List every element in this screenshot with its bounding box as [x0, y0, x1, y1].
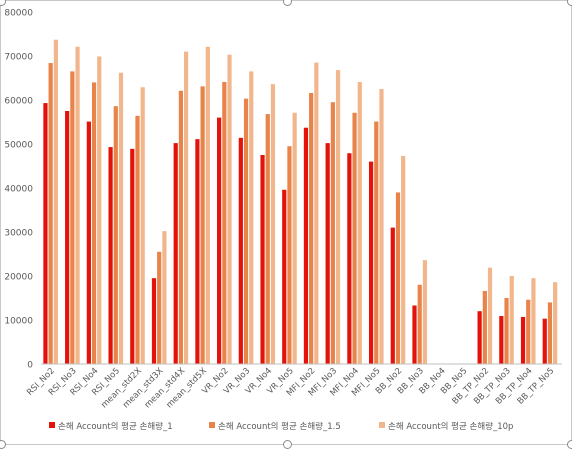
- bar-series-1: [477, 311, 482, 364]
- bar-series-2: [178, 90, 183, 364]
- bar-series-2: [330, 102, 335, 364]
- bar-series-2: [265, 114, 270, 364]
- y-tick-label: 10000: [4, 317, 33, 327]
- bar-series-2: [48, 63, 53, 364]
- bar-series-1: [303, 127, 309, 364]
- bar-series-1: [151, 278, 157, 364]
- y-tick-label: 70000: [4, 53, 33, 63]
- y-axis: 0 10000 20000 30000 40000 50000 60000 70000 8000…: [4, 9, 33, 371]
- bar-series-3: [162, 231, 167, 364]
- bar-series-1: [43, 103, 48, 364]
- bar-series-1: [520, 316, 526, 364]
- y-tick-label: 50000: [4, 141, 33, 151]
- legend-label-series-3: 손해 Account의 평균 손해량_10p: [388, 421, 513, 432]
- bar-series-1: [412, 305, 417, 364]
- x-axis: RSI_No2RSI_No3RSI_No4RSI_No5mean_std2Xme…: [25, 366, 556, 410]
- bar-series-3: [227, 54, 232, 365]
- bar-series-3: [553, 282, 558, 364]
- legend-swatch-series-2: [209, 422, 215, 428]
- bar-series-1: [173, 143, 178, 364]
- y-tick-label: 0: [27, 361, 33, 371]
- y-tick-label: 40000: [4, 185, 33, 195]
- bar-series-3: [140, 87, 145, 365]
- legend-label-series-1: 손해 Account의 평균 손해량_1: [58, 421, 173, 432]
- bar-series-3: [379, 89, 384, 364]
- y-tick-label: 20000: [4, 273, 33, 283]
- bar-series-1: [86, 121, 91, 364]
- legend: 손해 Account의 평균 손해량_1 손해 Account의 평균 손해량_1…: [49, 421, 513, 432]
- bar-series-2: [352, 112, 357, 364]
- y-tick-label: 80000: [4, 9, 33, 19]
- bar-series-1: [260, 155, 265, 364]
- bar-series-3: [314, 62, 319, 364]
- bar-series-1: [390, 227, 395, 364]
- bar-series-3: [184, 51, 189, 364]
- bar-series-3: [487, 267, 493, 364]
- resize-handle-top-center[interactable]: [283, 0, 292, 6]
- bar-series-3: [335, 70, 341, 364]
- bar-series-1: [542, 318, 547, 364]
- legend-swatch-series-1: [49, 422, 55, 428]
- bar-series-2: [243, 98, 249, 365]
- resize-handle-top-left[interactable]: [0, 0, 6, 6]
- bar-series-1: [65, 111, 70, 364]
- bar-series-2: [395, 192, 401, 364]
- bar-series-2: [113, 106, 118, 364]
- bar-series-1: [238, 137, 243, 364]
- bar-series-3: [97, 56, 102, 364]
- bar-series-3: [205, 46, 210, 364]
- bar-series-1: [347, 153, 352, 364]
- bar-series-2: [287, 146, 292, 364]
- bar-series-3: [422, 260, 427, 364]
- bar-series-2: [526, 299, 531, 364]
- bar-series-1: [499, 316, 504, 364]
- legend-swatch-series-3: [379, 422, 385, 428]
- bar-series-3: [53, 39, 58, 364]
- bar-series-2: [482, 290, 487, 364]
- bar-series-2: [309, 92, 314, 365]
- bar-series-2: [135, 115, 140, 364]
- bar-series-1: [130, 148, 135, 364]
- bar-series-2: [200, 86, 205, 365]
- bar-series-1: [217, 117, 222, 364]
- bar-series-3: [292, 112, 297, 364]
- bar-series-2: [374, 121, 379, 364]
- bar-series-1: [195, 139, 200, 364]
- bar-series-2: [222, 81, 227, 365]
- bar-series-2: [91, 82, 97, 365]
- bar-series-3: [357, 81, 362, 365]
- bar-series-3: [249, 71, 254, 365]
- bar-series-3: [75, 46, 80, 364]
- resize-handle-top-right[interactable]: [567, 0, 572, 6]
- bar-group: [43, 39, 558, 365]
- bar-series-1: [282, 189, 287, 364]
- y-tick-label: 60000: [4, 97, 33, 107]
- y-tick-label: 30000: [4, 229, 33, 239]
- bar-series-3: [509, 276, 514, 364]
- bar-series-3: [401, 155, 406, 364]
- bar-series-1: [368, 161, 374, 364]
- legend-label-series-2: 손해 Account의 평균 손해량_1.5: [218, 421, 341, 432]
- bar-series-2: [417, 284, 422, 364]
- bar-series-3: [531, 278, 536, 364]
- bar-series-3: [118, 72, 124, 364]
- bar-series-3: [270, 84, 276, 364]
- bar-series-1: [325, 143, 330, 364]
- bar-series-2: [157, 251, 162, 364]
- bar-series-1: [108, 147, 113, 364]
- bar-series-2: [70, 71, 75, 365]
- bar-series-2: [547, 302, 553, 364]
- bar-series-2: [504, 298, 509, 364]
